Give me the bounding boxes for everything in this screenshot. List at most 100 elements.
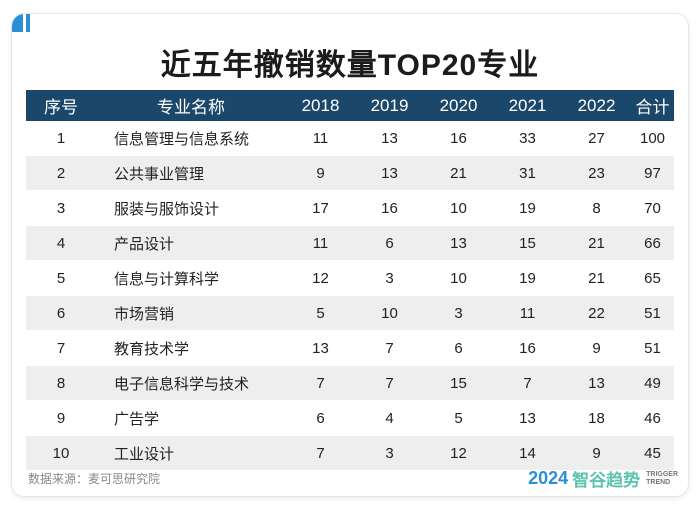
value-cell-2019: 16 [355,190,424,226]
table-row: 7 教育技术学 13 7 6 16 9 51 [26,330,674,366]
value-cell-2020: 13 [424,225,493,261]
total-cell: 70 [631,190,674,226]
value-cell-2018: 12 [286,260,355,296]
value-cell-2021: 7 [493,365,562,401]
data-source-note: 数据来源：麦可思研究院 [28,472,161,486]
rank-cell: 2 [26,155,96,191]
value-cell-2018: 13 [286,330,355,366]
brand-subtitle: TRIGGER TREND [646,471,678,487]
value-cell-2021: 15 [493,225,562,261]
ranking-table: 序号 专业名称 2018 2019 2020 2021 2022 合计 1 信息… [26,90,674,471]
rank-cell: 9 [26,400,96,436]
rank-cell: 8 [26,365,96,401]
value-cell-2022: 13 [562,365,631,401]
rank-cell: 7 [26,330,96,366]
table-row: 10 工业设计 7 3 12 14 9 45 [26,435,674,471]
value-cell-2020: 10 [424,260,493,296]
value-cell-2019: 7 [355,365,424,401]
major-name-cell: 公共事业管理 [96,155,286,191]
total-cell: 97 [631,155,674,191]
value-cell-2021: 13 [493,400,562,436]
rank-cell: 5 [26,260,96,296]
value-cell-2020: 5 [424,400,493,436]
table-row: 8 电子信息科学与技术 7 7 15 7 13 49 [26,365,674,401]
value-cell-2022: 22 [562,295,631,331]
value-cell-2020: 10 [424,190,493,226]
value-cell-2022: 23 [562,155,631,191]
table-card: 近五年撤销数量TOP20专业 序号 专业名称 2018 2019 2020 20… [12,14,688,496]
value-cell-2022: 9 [562,435,631,471]
table-header-row: 序号 专业名称 2018 2019 2020 2021 2022 合计 [26,90,674,121]
value-cell-2019: 6 [355,225,424,261]
rank-cell: 1 [26,121,96,156]
header-total: 合计 [631,90,674,121]
value-cell-2019: 13 [355,121,424,156]
value-cell-2018: 7 [286,435,355,471]
header-2022: 2022 [562,90,631,121]
value-cell-2019: 7 [355,330,424,366]
table-row: 9 广告学 6 4 5 13 18 46 [26,400,674,436]
value-cell-2021: 11 [493,295,562,331]
value-cell-2020: 16 [424,121,493,156]
value-cell-2021: 19 [493,190,562,226]
value-cell-2019: 4 [355,400,424,436]
value-cell-2019: 10 [355,295,424,331]
rank-cell: 4 [26,225,96,261]
header-major-name: 专业名称 [96,90,286,121]
page-title: 近五年撤销数量TOP20专业 [160,49,540,82]
value-cell-2018: 7 [286,365,355,401]
value-cell-2018: 9 [286,155,355,191]
value-cell-2018: 11 [286,225,355,261]
value-cell-2018: 6 [286,400,355,436]
rank-cell: 10 [26,435,96,471]
header-2020: 2020 [424,90,493,121]
value-cell-2021: 31 [493,155,562,191]
value-cell-2022: 8 [562,190,631,226]
major-name-cell: 工业设计 [96,435,286,471]
total-cell: 51 [631,295,674,331]
table-row: 1 信息管理与信息系统 11 13 16 33 27 100 [26,121,674,156]
table-row: 4 产品设计 11 6 13 15 21 66 [26,225,674,261]
major-name-cell: 信息与计算科学 [96,260,286,296]
brand-sub-line1: TRIGGER [646,470,678,478]
total-cell: 65 [631,260,674,296]
brand-logo: 2024 智谷趋势 TRIGGER TREND [528,466,678,491]
total-cell: 100 [631,121,674,156]
header-rank: 序号 [26,90,96,121]
corner-logo-icon [12,14,30,32]
brand-year: 2024 [528,468,569,488]
value-cell-2021: 19 [493,260,562,296]
major-name-cell: 服装与服饰设计 [96,190,286,226]
major-name-cell: 广告学 [96,400,286,436]
total-cell: 66 [631,225,674,261]
table-row: 5 信息与计算科学 12 3 10 19 21 65 [26,260,674,296]
value-cell-2019: 3 [355,435,424,471]
value-cell-2018: 11 [286,121,355,156]
header-2019: 2019 [355,90,424,121]
major-name-cell: 教育技术学 [96,330,286,366]
brand-name: 智谷趋势 [572,471,641,490]
total-cell: 45 [631,435,674,471]
table-row: 2 公共事业管理 9 13 21 31 23 97 [26,155,674,191]
table-row: 6 市场营销 5 10 3 11 22 51 [26,295,674,331]
value-cell-2020: 15 [424,365,493,401]
value-cell-2020: 12 [424,435,493,471]
value-cell-2020: 3 [424,295,493,331]
rank-cell: 3 [26,190,96,226]
value-cell-2018: 17 [286,190,355,226]
header-2018: 2018 [286,90,355,121]
value-cell-2022: 9 [562,330,631,366]
major-name-cell: 市场营销 [96,295,286,331]
rank-cell: 6 [26,295,96,331]
total-cell: 51 [631,330,674,366]
value-cell-2022: 21 [562,225,631,261]
value-cell-2018: 5 [286,295,355,331]
value-cell-2022: 21 [562,260,631,296]
value-cell-2020: 6 [424,330,493,366]
major-name-cell: 电子信息科学与技术 [96,365,286,401]
major-name-cell: 信息管理与信息系统 [96,121,286,156]
value-cell-2020: 21 [424,155,493,191]
value-cell-2022: 27 [562,121,631,156]
total-cell: 46 [631,400,674,436]
brand-sub-line2: TREND [646,478,671,486]
